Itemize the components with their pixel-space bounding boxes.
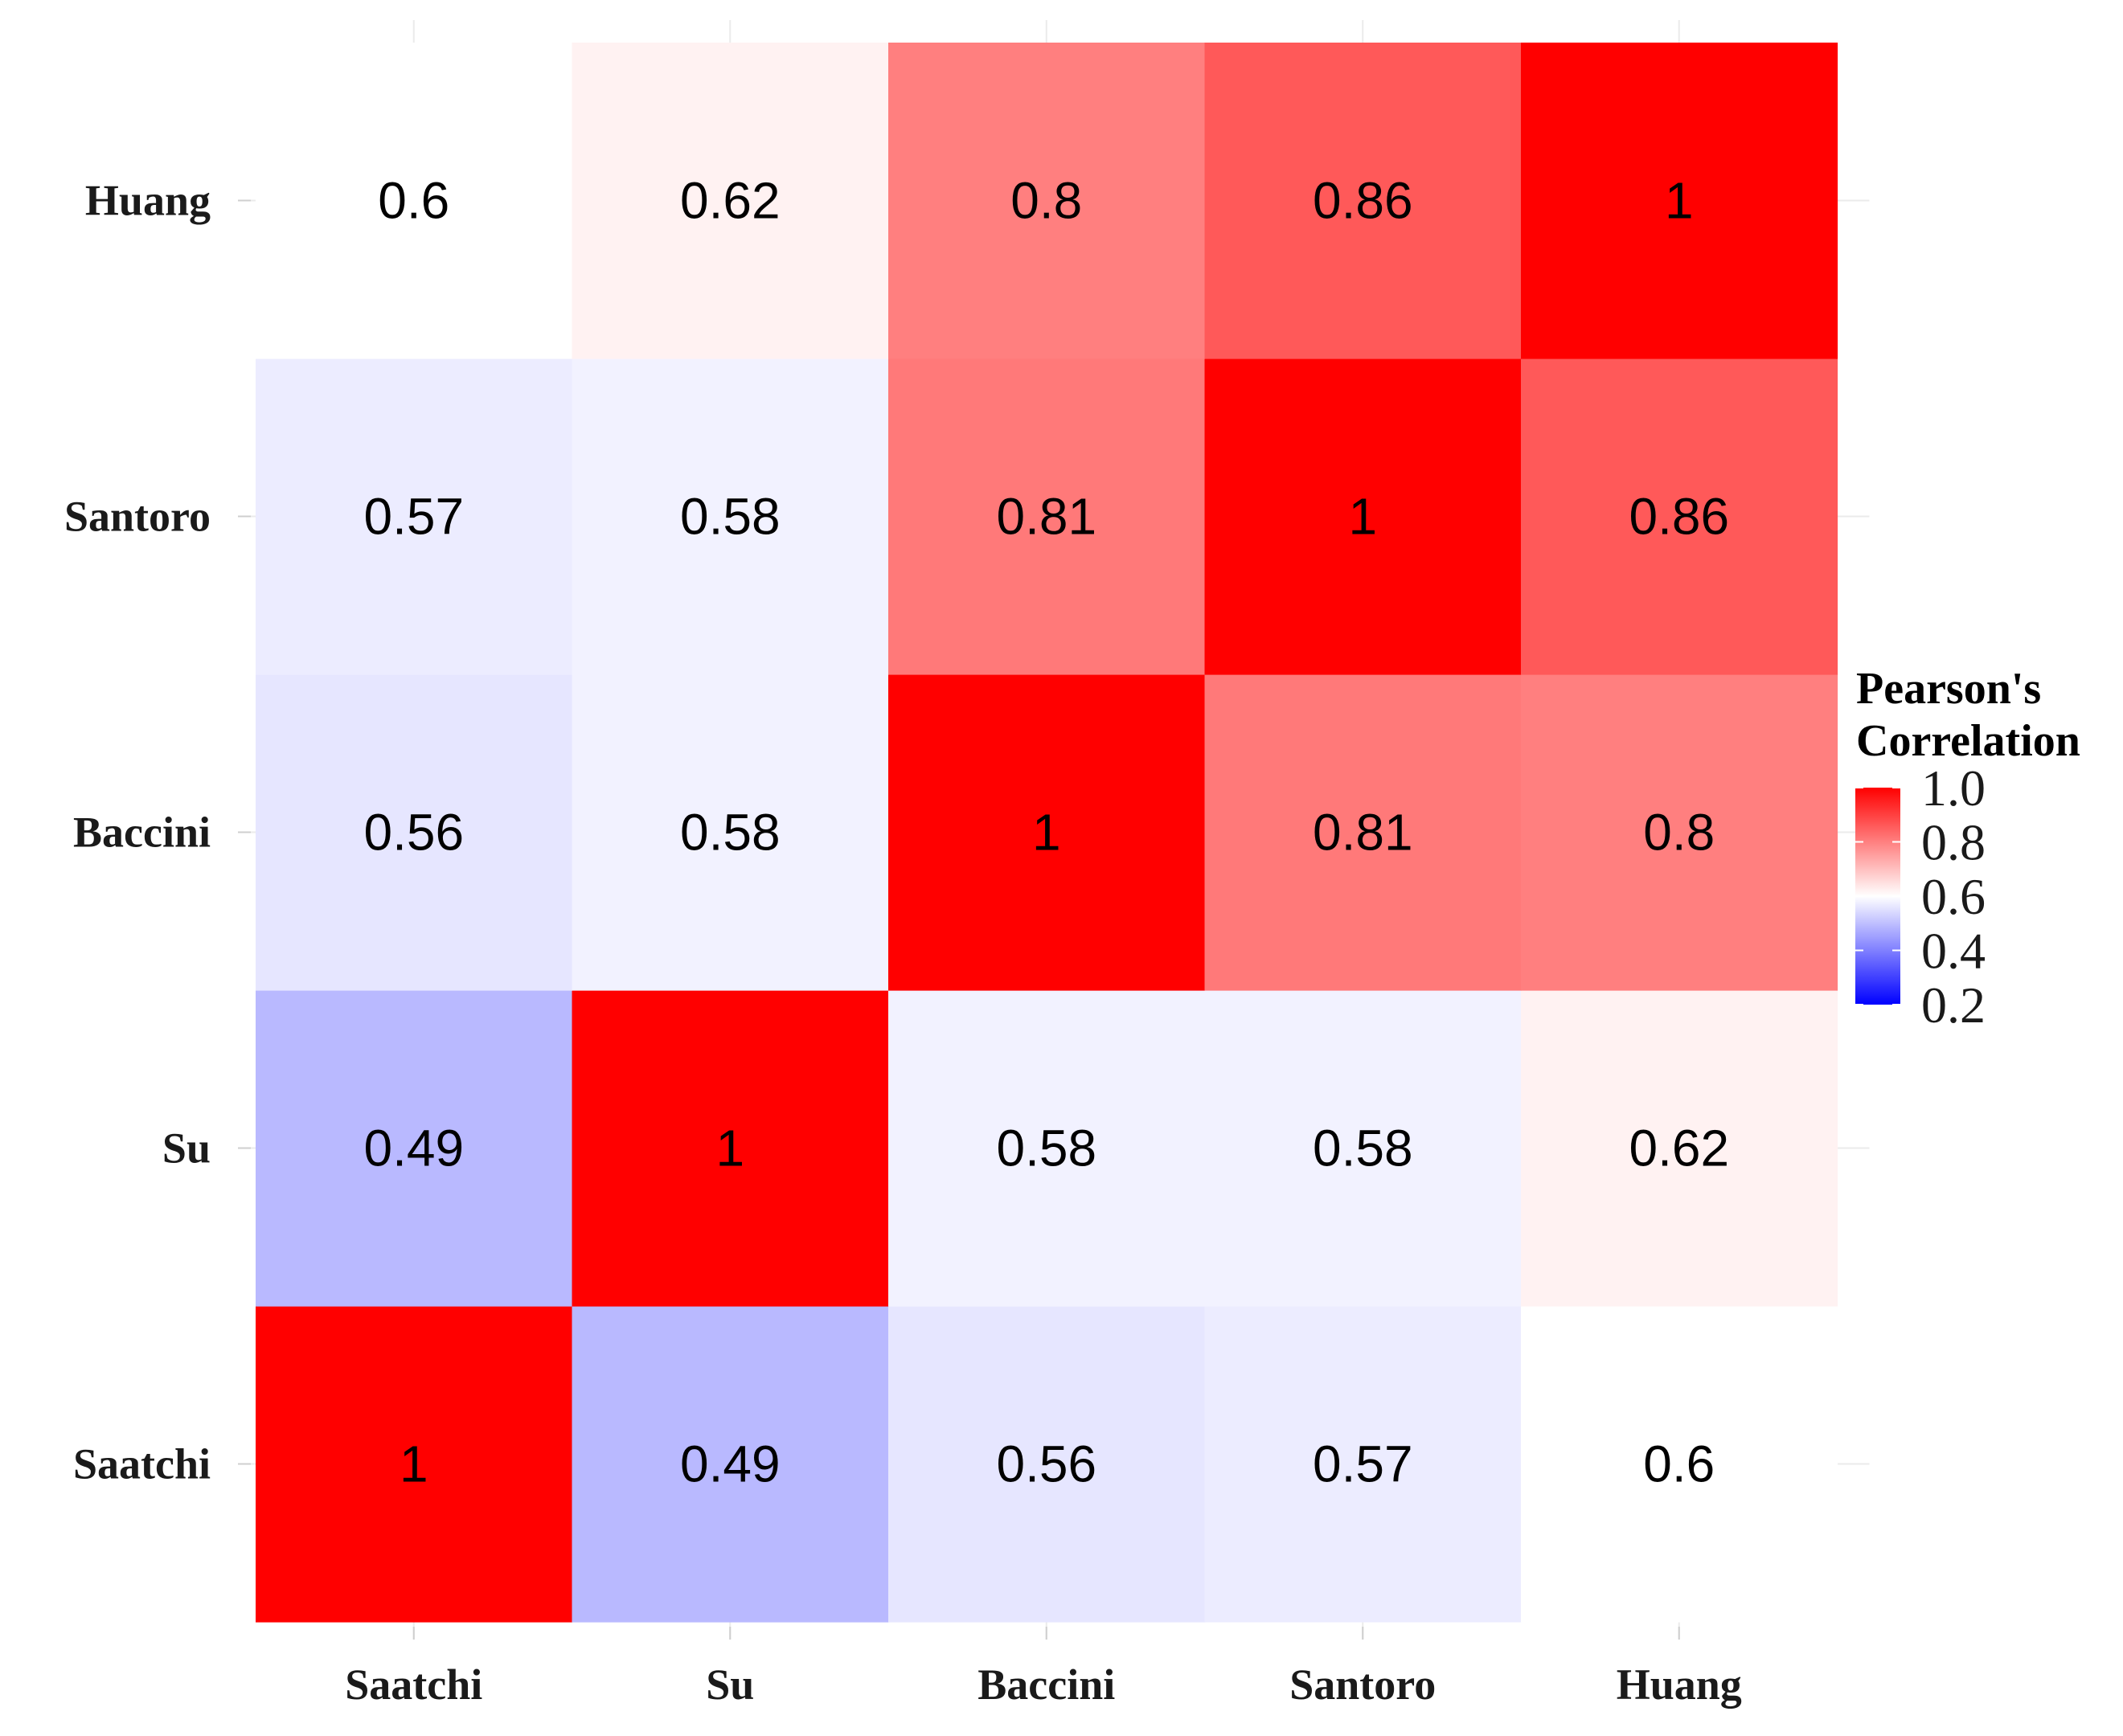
heatmap-cell-huang-santoro	[1521, 358, 1838, 675]
heatmap-cell-su-su	[572, 990, 889, 1307]
heatmap-cell-huang-huang	[1521, 43, 1838, 359]
heatmap-cell-saatchi-saatchi	[256, 1306, 573, 1623]
heatmap-cells	[256, 43, 1838, 1623]
cell-value-label: 0.81	[1313, 804, 1413, 862]
legend-tick-label: 0.4	[1921, 923, 1986, 980]
legend-title-line: Correlation	[1856, 716, 2080, 766]
heatmap-cell-baccini-su	[888, 990, 1206, 1307]
cell-value-label: 0.56	[996, 1435, 1096, 1493]
heatmap-cell-santoro-baccini	[1204, 674, 1522, 991]
legend-tick-label: 0.6	[1921, 868, 1986, 925]
cell-value-label: 1	[400, 1435, 428, 1493]
heatmap-cell-su-santoro	[572, 358, 889, 675]
cell-value-label: 0.86	[1313, 172, 1413, 230]
heatmap-cell-huang-saatchi	[1521, 1306, 1838, 1623]
cell-value-label: 1	[1665, 172, 1694, 230]
legend-tick-label: 0.8	[1921, 814, 1986, 871]
cell-value-label: 0.86	[1629, 488, 1729, 546]
heatmap-cell-saatchi-santoro	[256, 358, 573, 675]
x-axis: Saatchi Su Baccini Santoro Huang	[345, 1627, 1742, 1709]
legend-tick-label: 0.2	[1921, 976, 1986, 1034]
x-tick-label-saatchi: Saatchi	[345, 1660, 482, 1709]
heatmap-cell-santoro-huang	[1204, 43, 1522, 359]
cell-value-label: 0.6	[378, 172, 449, 230]
cell-value-label: 0.8	[1010, 172, 1082, 230]
heatmap-cell-baccini-santoro	[888, 358, 1206, 675]
heatmap-cell-su-baccini	[572, 674, 889, 991]
heatmap-cell-santoro-saatchi	[1204, 1306, 1522, 1623]
cell-value-label: 0.81	[996, 488, 1096, 546]
x-tick-label-baccini: Baccini	[977, 1660, 1115, 1709]
cell-value-label: 1	[715, 1120, 744, 1177]
cell-value-label: 0.58	[996, 1120, 1096, 1177]
x-tick-label-santoro: Santoro	[1289, 1660, 1436, 1709]
cell-value-label: 0.58	[1313, 1120, 1413, 1177]
heatmap-cell-santoro-su	[1204, 990, 1522, 1307]
heatmap-cell-baccini-saatchi	[888, 1306, 1206, 1623]
heatmap-cell-baccini-baccini	[888, 674, 1206, 991]
cell-value-label: 0.58	[680, 804, 781, 862]
cell-value-label: 1	[1348, 488, 1377, 546]
y-tick-label-huang: Huang	[85, 177, 211, 225]
x-tick-label-huang: Huang	[1617, 1660, 1742, 1709]
y-axis: Saatchi Su Baccini Santoro Huang	[64, 177, 251, 1488]
heatmap-cell-su-huang	[572, 43, 889, 359]
heatmap-cell-baccini-huang	[888, 43, 1206, 359]
x-tick-label-su: Su	[706, 1660, 754, 1709]
heatmap-cell-santoro-santoro	[1204, 358, 1522, 675]
legend-title-line: Pearson's	[1856, 664, 2041, 714]
heatmap-cell-su-saatchi	[572, 1306, 889, 1623]
heatmap-cell-saatchi-baccini	[256, 674, 573, 991]
y-tick-label-saatchi: Saatchi	[73, 1440, 211, 1488]
y-tick-label-baccini: Baccini	[73, 809, 211, 857]
y-tick-label-santoro: Santoro	[64, 493, 211, 541]
cell-value-label: 0.49	[363, 1120, 464, 1177]
legend-tick-label: 1.0	[1921, 760, 1986, 817]
cell-value-label: 0.6	[1643, 1435, 1715, 1493]
heatmap-cell-huang-su	[1521, 990, 1838, 1307]
cell-value-label: 0.57	[1313, 1435, 1413, 1493]
y-tick-label-su: Su	[162, 1124, 211, 1173]
cell-value-labels: 1 0.49 0.56 0.57 0.6 0.49 1 0.58 0.58 0.62 0.56 0.5…	[363, 172, 1729, 1493]
heatmap-cell-saatchi-huang	[256, 43, 573, 359]
cell-value-label: 0.57	[363, 488, 464, 546]
cell-value-label: 0.62	[1629, 1120, 1729, 1177]
cell-value-label: 0.56	[363, 804, 464, 862]
cell-value-label: 0.58	[680, 488, 781, 546]
cell-value-label: 0.49	[680, 1435, 781, 1493]
heatmap-cell-huang-baccini	[1521, 674, 1838, 991]
cell-value-label: 0.62	[680, 172, 781, 230]
heatmap-cell-saatchi-su	[256, 990, 573, 1307]
cell-value-label: 0.8	[1643, 804, 1715, 862]
cell-value-label: 1	[1032, 804, 1061, 862]
